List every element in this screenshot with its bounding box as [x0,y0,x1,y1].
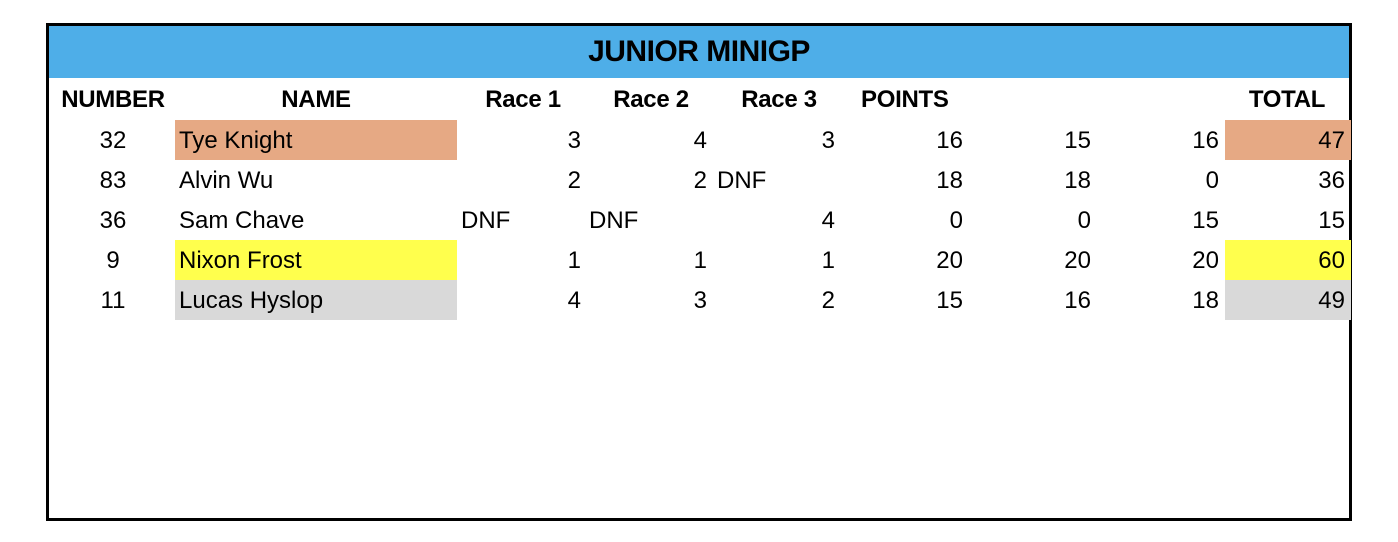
total-highlight [1225,120,1351,160]
cell-total: 49 [1318,287,1345,314]
header-number: NUMBER [61,86,165,113]
name-highlight [175,280,457,320]
cell-race-1: 2 [567,167,581,194]
cell-race-2: 1 [693,247,707,274]
cell-race-3: 3 [821,127,835,154]
cell-points-race-2: 18 [1064,167,1091,194]
cell-name: Lucas Hyslop [179,287,324,314]
header-name: NAME [281,86,351,113]
cell-name: Sam Chave [179,207,305,234]
cell-number: 11 [100,287,126,314]
cell-points-race-3: 0 [1205,167,1219,194]
cell-points-race-2: 0 [1077,207,1091,234]
cell-points-race-2: 15 [1064,127,1091,154]
cell-race-1: 3 [567,127,581,154]
table-row: 9 Nixon Frost 1 1 1 20 20 20 60 [49,240,1351,280]
cell-points-race-3: 18 [1192,287,1219,314]
cell-number: 32 [99,127,127,154]
cell-points-race-1: 0 [949,207,963,234]
cell-number: 36 [99,207,127,234]
table-row: 11 Lucas Hyslop 4 3 2 15 16 18 49 [49,280,1351,320]
cell-race-2: DNF [589,207,639,234]
name-highlight [175,240,457,280]
cell-points-race-3: 15 [1192,207,1219,234]
header-race-1: Race 1 [485,86,561,113]
sheet-title: JUNIOR MINIGP [588,35,810,68]
results-sheet: JUNIOR MINIGP NUMBER NAME Race 1 Race 2 … [46,23,1352,521]
cell-race-3: 2 [821,287,835,314]
cell-race-2: 2 [693,167,707,194]
table-row: 32 Tye Knight 3 4 3 16 15 16 47 [49,120,1351,160]
header-race-3: Race 3 [741,86,817,113]
table-row: 36 Sam Chave DNF DNF 4 0 0 15 15 [49,200,1349,240]
cell-points-race-1: 15 [936,287,963,314]
cell-points-race-2: 20 [1064,247,1091,274]
header-points: POINTS [861,86,949,113]
cell-number: 83 [99,167,127,194]
name-highlight [175,120,457,160]
header-total: TOTAL [1248,86,1326,113]
cell-total: 60 [1318,247,1345,274]
cell-race-3: 1 [821,247,835,274]
cell-race-3: DNF [717,167,767,194]
cell-name: Nixon Frost [179,247,302,274]
cell-total: 47 [1318,127,1345,154]
cell-race-1: DNF [461,207,511,234]
header-race-2: Race 2 [613,86,689,113]
title-bar: JUNIOR MINIGP [49,26,1349,78]
cell-name: Tye Knight [179,127,293,154]
cell-race-2: 3 [693,287,707,314]
total-highlight [1225,280,1351,320]
cell-race-2: 4 [693,127,707,154]
cell-total: 15 [1318,207,1345,234]
cell-points-race-3: 16 [1192,127,1219,154]
table-row: 83 Alvin Wu 2 2 DNF 18 18 0 36 [49,160,1349,200]
total-highlight [1225,240,1351,280]
cell-race-1: 4 [567,287,581,314]
cell-name: Alvin Wu [179,167,274,194]
cell-points-race-2: 16 [1064,287,1091,314]
cell-points-race-1: 18 [936,167,963,194]
cell-points-race-3: 20 [1192,247,1219,274]
cell-points-race-1: 20 [936,247,963,274]
cell-race-1: 1 [567,247,581,274]
cell-total: 36 [1318,167,1345,194]
cell-number: 9 [106,247,120,274]
cell-race-3: 4 [821,207,835,234]
cell-points-race-1: 16 [936,127,963,154]
